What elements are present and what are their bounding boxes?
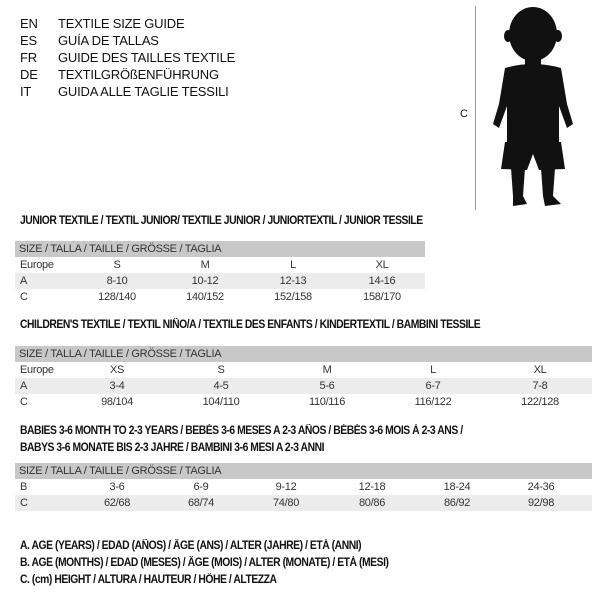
table-cell: 122/128 [521,396,559,408]
row-label: A [20,275,28,287]
babies-title-line2: BABYS 3-6 MONATE BIS 2-3 JAHRE / BAMBINI… [20,442,325,454]
table-cell: M [200,259,210,271]
table-row: Europe XS S M L XL [15,362,592,378]
table-cell: 158/170 [363,291,401,303]
language-code: EN [20,16,38,31]
row-label: C [20,497,28,509]
row-label: B [20,481,28,493]
table-cell: S [217,364,225,376]
language-code: IT [20,84,32,99]
table-cell: 8-10 [106,275,128,287]
babies-title-line1: BABIES 3-6 MONTH TO 2-3 YEARS / BEBÉS 3-… [20,425,463,437]
legend-c: C. (cm) HEIGHT / ALTURA / HAUTEUR / HÖHE… [20,574,277,586]
table-cell: 4-5 [213,380,229,392]
table-row: C 62/68 68/74 74/80 80/86 86/92 92/98 [15,495,592,511]
table-cell: M [322,364,332,376]
table-row: A 8-10 10-12 12-13 14-16 [15,273,425,289]
table-cell: 6-7 [425,380,441,392]
table-cell: 152/158 [274,291,312,303]
language-title: GUIDA ALLE TAGLIE TESSILI [58,84,229,99]
table-cell: 140/152 [186,291,224,303]
row-label: A [20,380,28,392]
legend-a: A. AGE (YEARS) / EDAD (AÑOS) / ÂGE (ANS)… [20,540,362,552]
language-title: TEXTILE SIZE GUIDE [58,16,185,31]
table-cell: 12-13 [279,275,307,287]
child-silhouette-icon [493,7,573,206]
table-cell: L [290,259,296,271]
table-cell: 10-12 [191,275,219,287]
table-row: Europe S M L XL [15,257,425,273]
table-cell: 24-36 [527,481,555,493]
table-cell: 110/116 [308,396,346,408]
table-cell: 80/86 [358,497,386,509]
table-cell: 3-6 [109,481,125,493]
table-cell: XS [109,364,125,376]
language-title: GUIDE DES TAILLES TEXTILE [58,50,236,65]
language-code: FR [20,50,37,65]
height-label: C [460,108,468,120]
language-title: GUÍA DE TALLAS [58,33,159,48]
table-cell: 7-8 [532,380,548,392]
junior-table: SIZE / TALLA / TAILLE / GRÖSSE / TAGLIA … [15,241,425,305]
table-row: C 128/140 140/152 152/158 158/170 [15,289,425,305]
row-label: Europe [20,259,54,271]
table-header: SIZE / TALLA / TAILLE / GRÖSSE / TAGLIA [15,241,425,257]
children-table: SIZE / TALLA / TAILLE / GRÖSSE / TAGLIA … [15,346,592,410]
table-cell: 98/104 [101,396,133,408]
table-cell: 6-9 [193,481,209,493]
table-cell: 5-6 [319,380,335,392]
table-header: SIZE / TALLA / TAILLE / GRÖSSE / TAGLIA [15,463,592,479]
language-code: ES [20,33,37,48]
language-title: TEXTILGRÖßENFÜHRUNG [58,67,219,82]
babies-table: SIZE / TALLA / TAILLE / GRÖSSE / TAGLIA … [15,463,592,511]
table-cell: 62/68 [103,497,131,509]
table-cell: 128/140 [98,291,136,303]
table-cell: 18-24 [443,481,471,493]
table-row: B 3-6 6-9 9-12 12-18 18-24 24-36 [15,479,592,495]
table-cell: 74/80 [272,497,300,509]
height-line [475,6,476,210]
legend-b: B. AGE (MONTHS) / EDAD (MESES) / ÂGE (MO… [20,557,389,569]
row-label: C [20,291,28,303]
table-cell: L [430,364,436,376]
table-row: A 3-4 4-5 5-6 6-7 7-8 [15,378,592,394]
language-code: DE [20,67,38,82]
children-title: CHILDREN'S TEXTILE / TEXTIL NIÑO/A / TEX… [20,319,481,331]
table-cell: S [113,259,121,271]
table-cell: 14-16 [368,275,396,287]
table-cell: 3-4 [109,380,125,392]
junior-title: JUNIOR TEXTILE / TEXTIL JUNIOR/ TEXTILE … [20,215,423,227]
table-header: SIZE / TALLA / TAILLE / GRÖSSE / TAGLIA [15,346,592,362]
table-cell: XL [533,364,547,376]
table-row: C 98/104 104/110 110/116 116/122 122/128 [15,394,592,410]
table-cell: 12-18 [358,481,386,493]
table-cell: 104/110 [202,396,240,408]
table-cell: 116/122 [414,396,452,408]
row-label: Europe [20,364,54,376]
row-label: C [20,396,28,408]
table-cell: 86/92 [443,497,471,509]
table-cell: 92/98 [527,497,555,509]
table-cell: XL [375,259,389,271]
table-cell: 68/74 [187,497,215,509]
table-cell: 9-12 [275,481,297,493]
